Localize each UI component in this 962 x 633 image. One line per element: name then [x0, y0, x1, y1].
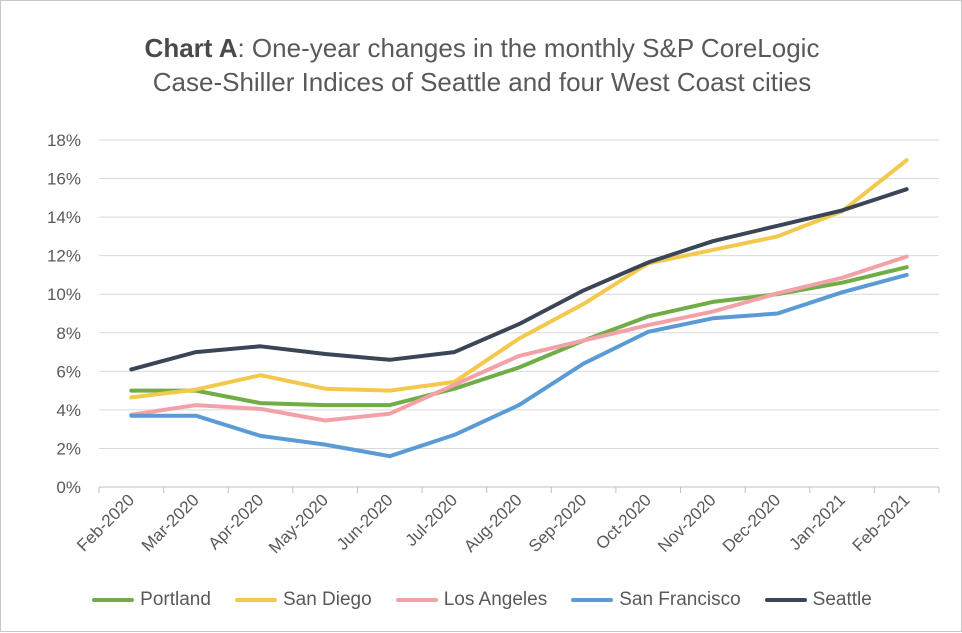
chart-title-line2: Case-Shiller Indices of Seattle and four… [152, 67, 812, 97]
y-tick-label: 14% [47, 208, 81, 227]
legend-label: Seattle [812, 589, 872, 610]
legend-swatch [92, 598, 135, 602]
y-tick-label: 2% [56, 439, 81, 458]
y-tick-label: 4% [56, 401, 81, 420]
chart-title-bold: Chart A [144, 33, 238, 63]
x-tick-label: May-2020 [265, 490, 332, 557]
legend-item-los-angeles: Los Angeles [395, 589, 548, 611]
chart-title: Chart A: One-year changes in the monthly… [1, 31, 962, 99]
y-tick-label: 6% [56, 362, 81, 381]
series-line-los-angeles [129, 254, 909, 423]
legend-swatch [234, 598, 277, 602]
x-tick-label: Jul-2020 [402, 490, 462, 550]
legend-swatch [395, 598, 438, 602]
y-tick-label: 16% [47, 170, 81, 189]
chart-legend: Portland San Diego Los Angeles San Francisc… [1, 589, 962, 611]
x-tick-label: Oct-2020 [592, 490, 655, 553]
x-tick-label: Sep-2020 [525, 490, 591, 556]
x-tick-label: Jan-2021 [785, 490, 849, 554]
y-tick-label: 18% [47, 131, 81, 150]
legend-item-san-diego: San Diego [234, 589, 372, 611]
legend-label: San Francisco [619, 589, 741, 610]
legend-item-portland: Portland [92, 589, 211, 611]
x-tick-label: Feb-2020 [73, 490, 138, 555]
x-tick-label: Feb-2021 [849, 490, 914, 555]
legend-label: San Diego [282, 589, 372, 610]
series-line-seattle [129, 187, 909, 372]
legend-swatch [764, 598, 807, 602]
x-tick-label: Apr-2020 [204, 490, 267, 553]
x-tick-label: Nov-2020 [654, 490, 720, 556]
x-tick-label: Aug-2020 [460, 490, 526, 556]
x-tick-label: Jun-2020 [333, 490, 397, 554]
y-tick-label: 8% [56, 324, 81, 343]
x-tick-label: Mar-2020 [138, 490, 203, 555]
series-line-san-francisco [129, 272, 909, 459]
y-tick-label: 10% [47, 285, 81, 304]
legend-item-seattle: Seattle [764, 589, 872, 611]
y-tick-label: 0% [56, 478, 81, 497]
legend-label: Los Angeles [443, 589, 548, 610]
x-tick-label: Dec-2020 [719, 490, 785, 556]
chart-title-rest: : One-year changes in the monthly S&P Co… [237, 33, 820, 63]
series-line-portland [129, 265, 909, 408]
legend-swatch [571, 598, 614, 602]
y-tick-label: 12% [47, 247, 81, 266]
legend-label: Portland [140, 589, 211, 610]
legend-item-san-francisco: San Francisco [571, 589, 741, 611]
series-line-san-diego [129, 158, 909, 400]
